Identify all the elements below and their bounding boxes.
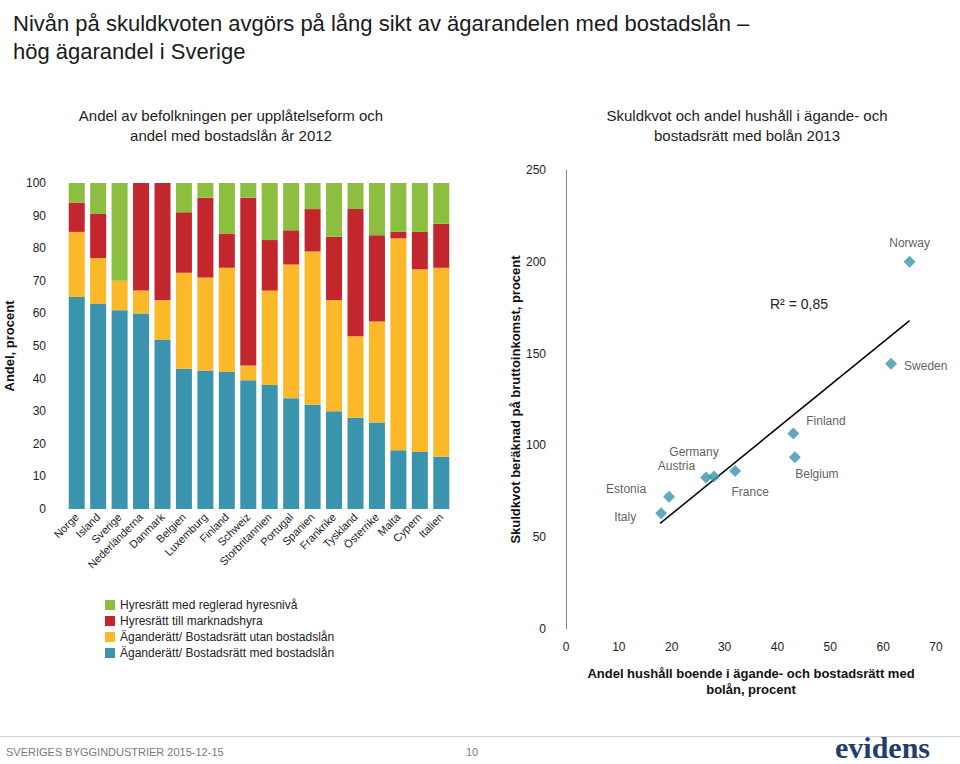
svg-text:Sverige: Sverige bbox=[89, 510, 124, 546]
svg-text:20: 20 bbox=[665, 640, 679, 654]
svg-text:Andel hushåll boende i ägande-: Andel hushåll boende i ägande- och bosta… bbox=[587, 666, 914, 681]
svg-text:France: France bbox=[731, 485, 769, 499]
svg-text:bostadsrätt med bolån 2013: bostadsrätt med bolån 2013 bbox=[654, 127, 840, 144]
svg-text:Norway: Norway bbox=[889, 236, 930, 250]
svg-text:Finland: Finland bbox=[197, 510, 232, 545]
svg-text:0: 0 bbox=[39, 502, 46, 516]
svg-text:60: 60 bbox=[33, 306, 47, 320]
svg-text:40: 40 bbox=[771, 640, 785, 654]
svg-text:Storbritannien: Storbritannien bbox=[217, 510, 274, 568]
svg-text:70: 70 bbox=[33, 274, 47, 288]
svg-text:0: 0 bbox=[563, 640, 570, 654]
svg-text:Spanien: Spanien bbox=[279, 510, 317, 548]
svg-text:30: 30 bbox=[33, 404, 47, 418]
svg-text:50: 50 bbox=[533, 530, 547, 544]
svg-text:Frankrike: Frankrike bbox=[297, 510, 339, 552]
svg-text:Nederländerna: Nederländerna bbox=[85, 510, 146, 571]
svg-text:Sweden: Sweden bbox=[904, 359, 947, 373]
svg-text:Belgien: Belgien bbox=[153, 510, 189, 546]
svg-text:10: 10 bbox=[612, 640, 626, 654]
svg-text:40: 40 bbox=[33, 372, 47, 386]
svg-text:90: 90 bbox=[33, 209, 47, 223]
svg-text:Austria: Austria bbox=[658, 459, 696, 473]
svg-text:Andel, procent: Andel, procent bbox=[2, 300, 17, 392]
svg-text:Finland: Finland bbox=[806, 414, 845, 428]
svg-text:20: 20 bbox=[33, 437, 47, 451]
svg-text:Hyresrätt med reglerad hyresni: Hyresrätt med reglerad hyresnivå bbox=[120, 598, 298, 612]
svg-text:R² = 0,85: R² = 0,85 bbox=[770, 296, 828, 312]
svg-text:bolån, procent: bolån, procent bbox=[706, 682, 796, 697]
svg-text:Schweiz: Schweiz bbox=[215, 510, 253, 549]
svg-text:Skuldkvot beräknad på bruttoin: Skuldkvot beräknad på bruttoinkomst, pro… bbox=[508, 255, 523, 544]
svg-text:Malta: Malta bbox=[375, 510, 403, 539]
svg-text:Danmark: Danmark bbox=[126, 510, 167, 551]
svg-text:Portugal: Portugal bbox=[258, 510, 296, 549]
svg-text:250: 250 bbox=[526, 163, 546, 177]
svg-text:50: 50 bbox=[824, 640, 838, 654]
svg-text:200: 200 bbox=[526, 255, 546, 269]
svg-text:60: 60 bbox=[876, 640, 890, 654]
svg-text:10: 10 bbox=[33, 469, 47, 483]
svg-text:Andel av befolkningen per uppl: Andel av befolkningen per upplåtelseform… bbox=[79, 107, 383, 124]
svg-text:10: 10 bbox=[466, 746, 478, 758]
svg-text:andel med bostadslån år 2012: andel med bostadslån år 2012 bbox=[130, 127, 332, 144]
svg-text:Belgium: Belgium bbox=[795, 467, 838, 481]
svg-text:Österrike: Österrike bbox=[341, 510, 382, 551]
svg-text:50: 50 bbox=[33, 339, 47, 353]
svg-text:Äganderätt/ Bostadsrätt med bo: Äganderätt/ Bostadsrätt med bostadslån bbox=[120, 646, 334, 660]
svg-text:100: 100 bbox=[526, 438, 546, 452]
svg-text:Italy: Italy bbox=[614, 510, 636, 524]
svg-text:evidens: evidens bbox=[835, 731, 930, 764]
svg-text:hög ägarandel i Sverige: hög ägarandel i Sverige bbox=[13, 39, 245, 64]
svg-text:Äganderätt/ Bostadsrätt utan b: Äganderätt/ Bostadsrätt utan bostadslån bbox=[120, 630, 334, 644]
svg-text:Hyresrätt till marknadshyra: Hyresrätt till marknadshyra bbox=[120, 614, 263, 628]
svg-text:Nivån på skuldkvoten avgörs på: Nivån på skuldkvoten avgörs på lång sikt… bbox=[13, 11, 750, 36]
svg-text:Norge: Norge bbox=[51, 510, 81, 541]
svg-text:100: 100 bbox=[26, 176, 46, 190]
svg-text:30: 30 bbox=[718, 640, 732, 654]
svg-text:70: 70 bbox=[929, 640, 943, 654]
svg-text:SVERIGES BYGGINDUSTRIER 2015-1: SVERIGES BYGGINDUSTRIER 2015-12-15 bbox=[6, 746, 224, 758]
svg-text:Luxemburg: Luxemburg bbox=[162, 510, 210, 559]
svg-text:150: 150 bbox=[526, 347, 546, 361]
svg-text:Cypern: Cypern bbox=[390, 510, 425, 545]
svg-text:Skuldkvot och andel hushåll i: Skuldkvot och andel hushåll i ägande- oc… bbox=[606, 107, 887, 124]
svg-text:Italien: Italien bbox=[416, 511, 445, 540]
svg-text:Island: Island bbox=[73, 510, 103, 540]
svg-text:0: 0 bbox=[539, 622, 546, 636]
svg-text:80: 80 bbox=[33, 241, 47, 255]
svg-text:Estonia: Estonia bbox=[606, 482, 646, 496]
svg-text:Tyskland: Tyskland bbox=[320, 510, 360, 550]
svg-text:Germany: Germany bbox=[669, 445, 718, 459]
